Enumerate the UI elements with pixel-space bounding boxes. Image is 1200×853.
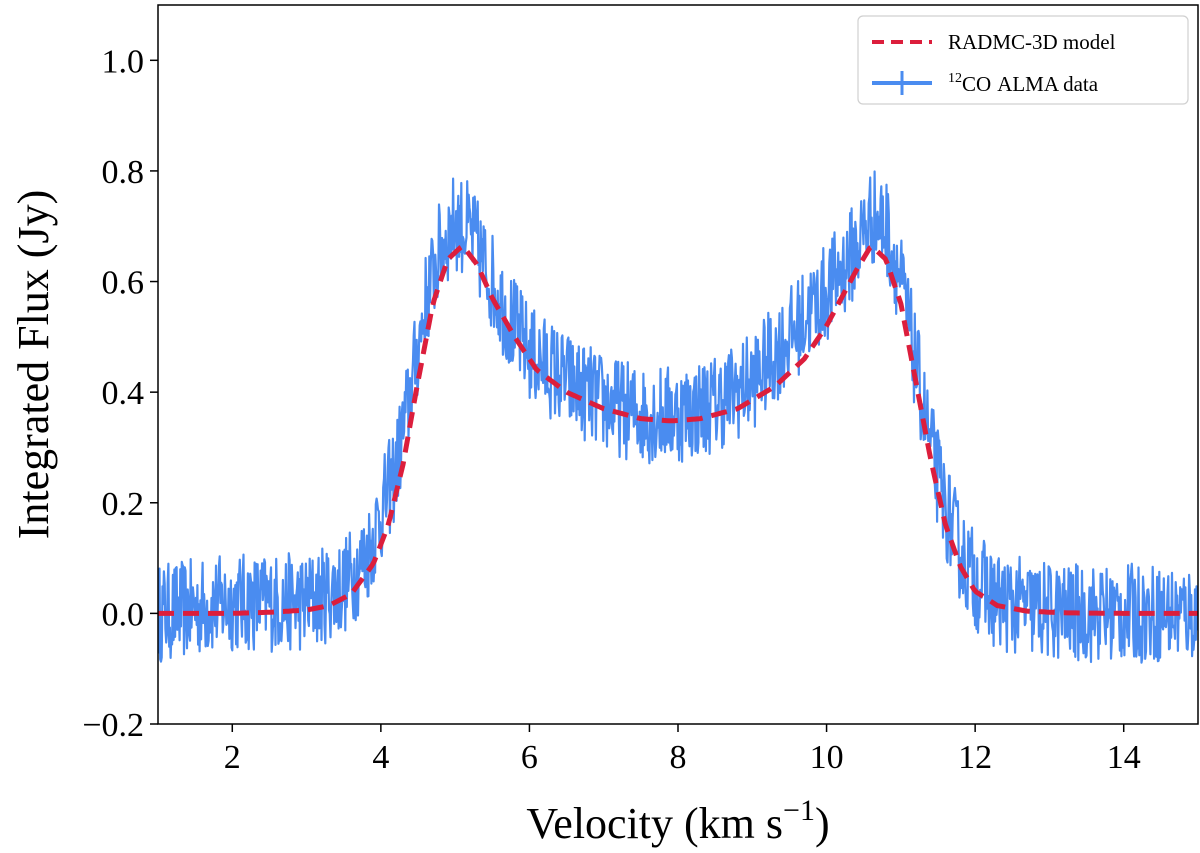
legend-data-name: ALMA data xyxy=(997,72,1099,96)
x-tick-label: 2 xyxy=(224,739,241,776)
plot-series-group xyxy=(158,170,1198,664)
legend-box xyxy=(857,15,1189,105)
legend-data-superscript: 12 xyxy=(948,71,962,86)
data-series-line xyxy=(158,170,1198,664)
legend: RADMC-3D model 12CO ALMA data xyxy=(857,15,1189,105)
y-tick-label: 0.4 xyxy=(102,375,145,412)
x-axis-title-close: ) xyxy=(815,799,830,848)
y-tick-label: 1.0 xyxy=(102,43,145,80)
plot-data-layer xyxy=(158,170,1198,664)
x-tick-label: 6 xyxy=(521,739,538,776)
y-axis-title: Integrated Flux (Jy) xyxy=(9,190,58,539)
x-tick-label: 12 xyxy=(958,739,992,776)
y-tick-label: 0.2 xyxy=(102,486,145,523)
model-series-line xyxy=(158,242,1198,616)
x-tick-label: 14 xyxy=(1107,739,1141,776)
legend-data-prefix: CO xyxy=(962,72,991,96)
x-axis-title: Velocity (km s−1) xyxy=(526,794,829,848)
legend-model-label: RADMC-3D model xyxy=(948,30,1116,54)
x-axis-title-superscript: −1 xyxy=(783,794,815,827)
x-tick-label: 10 xyxy=(810,739,844,776)
x-tick-label: 4 xyxy=(372,739,389,776)
y-tick-label: −0.2 xyxy=(82,707,144,744)
y-tick-label: 0.0 xyxy=(102,596,145,633)
x-axis-title-text: Velocity (km s xyxy=(526,799,783,848)
legend-data-label: 12CO ALMA data xyxy=(948,71,1099,96)
axis-ticks: 2 4 6 8 10 12 14 −0.2 0.0 0.2 0.4 0.6 0.8 1.0 xyxy=(82,43,1140,776)
x-tick-label: 8 xyxy=(670,739,687,776)
y-tick-label: 0.6 xyxy=(102,265,145,302)
y-tick-label: 0.8 xyxy=(102,154,145,191)
